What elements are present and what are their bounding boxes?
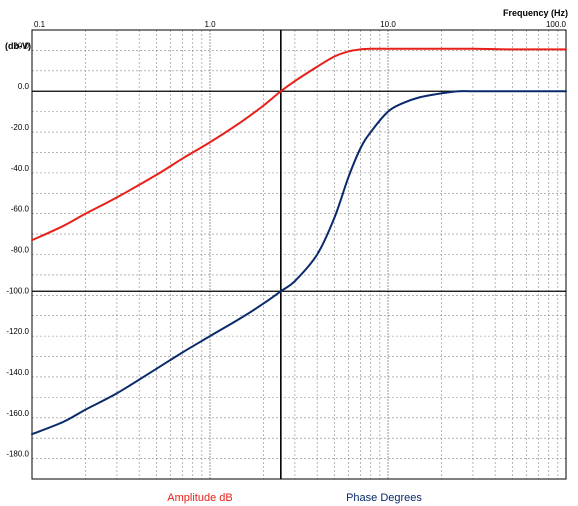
y-tick-label: -140.0 (6, 368, 29, 377)
series-layer (31, 47, 567, 436)
x-tick-label: 10.0 (380, 20, 396, 29)
grid (32, 30, 566, 479)
legend-amplitude: Amplitude dB (167, 492, 232, 504)
x-tick-label: 0.1 (34, 20, 46, 29)
x-tick-label: 100.0 (546, 20, 567, 29)
y-axis-title: (db-V) (5, 41, 31, 51)
amplitude-series-line (31, 47, 567, 242)
y-tick-label: -40.0 (11, 164, 30, 173)
y-tick-label: 0.0 (18, 82, 30, 91)
y-tick-label: 20.0 (13, 41, 29, 50)
x-axis-title: Frequency (Hz) (503, 8, 568, 18)
plot-frame (31, 29, 567, 480)
phase-series-line (31, 90, 567, 436)
y-tick-label: -180.0 (6, 450, 29, 459)
x-tick-label: 1.0 (204, 20, 216, 29)
y-tick-label: -60.0 (11, 205, 30, 214)
y-tick-labels: 20.0 0.0 -20.0 -40.0 -60.0 -80.0 -100.0 -120.0 -… (6, 41, 29, 458)
y-tick-label: -100.0 (6, 286, 29, 295)
legend-phase: Phase Degrees (346, 492, 422, 504)
y-tick-label: -20.0 (11, 123, 30, 132)
x-tick-labels: 0.1 1.0 10.0 100.0 (34, 20, 567, 29)
y-tick-label: -120.0 (6, 327, 29, 336)
y-tick-label: -160.0 (6, 409, 29, 418)
y-tick-label: -80.0 (11, 246, 30, 255)
